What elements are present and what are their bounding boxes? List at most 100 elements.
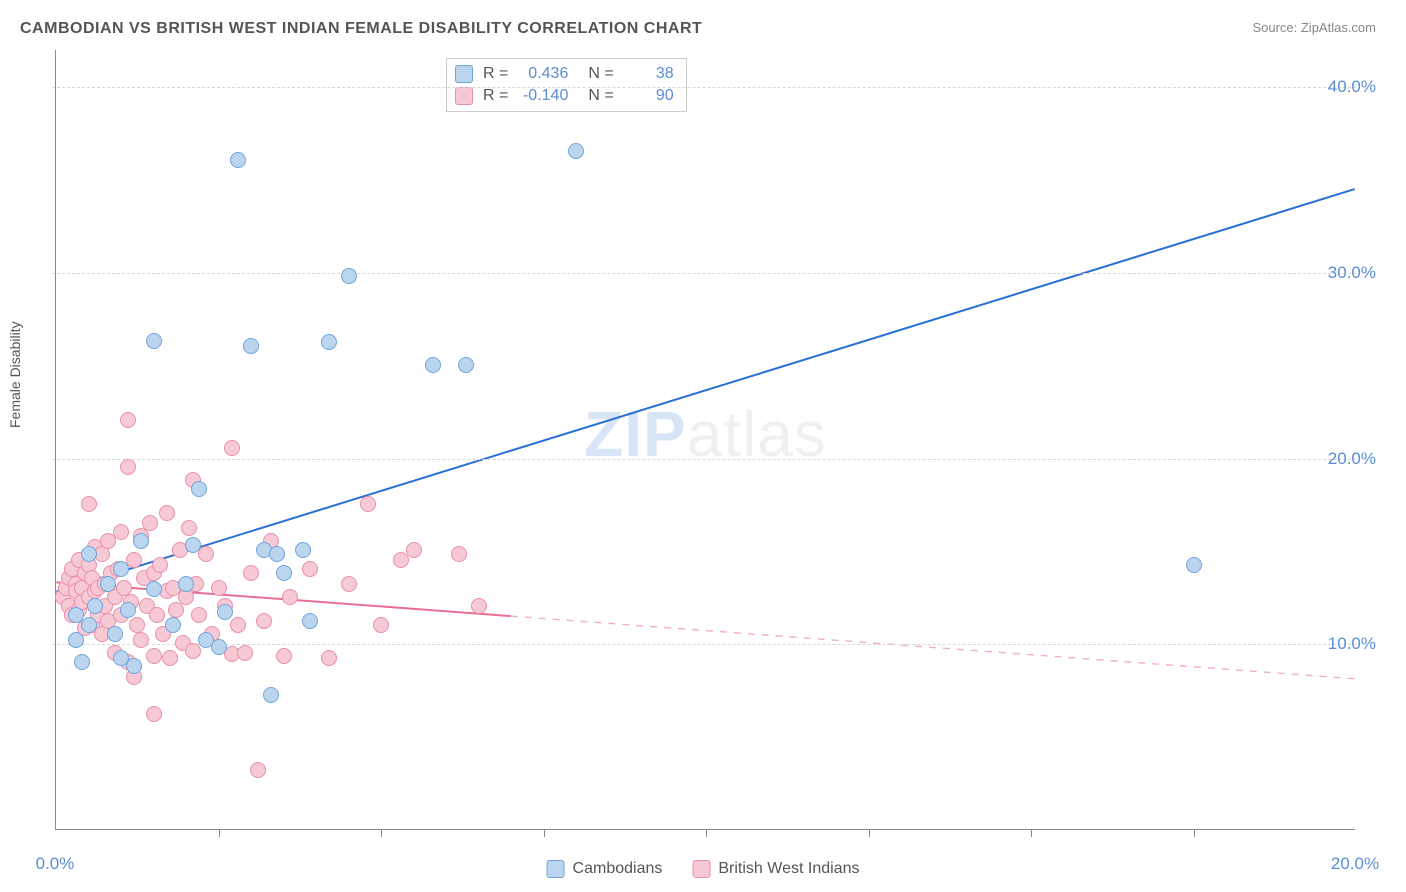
data-point-british_west_indians bbox=[321, 650, 337, 666]
data-point-british_west_indians bbox=[224, 440, 240, 456]
gridline-h bbox=[52, 273, 1356, 274]
data-point-british_west_indians bbox=[230, 617, 246, 633]
data-point-british_west_indians bbox=[406, 542, 422, 558]
data-point-british_west_indians bbox=[133, 632, 149, 648]
source-name: ZipAtlas.com bbox=[1301, 20, 1376, 35]
data-point-cambodians bbox=[87, 598, 103, 614]
swatch-cambodians bbox=[455, 65, 473, 83]
data-point-british_west_indians bbox=[471, 598, 487, 614]
data-point-british_west_indians bbox=[250, 762, 266, 778]
data-point-cambodians bbox=[295, 542, 311, 558]
x-minor-tick bbox=[706, 829, 707, 837]
data-point-british_west_indians bbox=[451, 546, 467, 562]
data-point-cambodians bbox=[1186, 557, 1202, 573]
data-point-british_west_indians bbox=[185, 643, 201, 659]
stats-row-cambodians: R = 0.436 N = 38 bbox=[455, 63, 674, 85]
x-minor-tick bbox=[1194, 829, 1195, 837]
data-point-british_west_indians bbox=[120, 459, 136, 475]
data-point-british_west_indians bbox=[282, 589, 298, 605]
data-point-british_west_indians bbox=[159, 505, 175, 521]
y-tick-label: 40.0% bbox=[1328, 77, 1376, 97]
plot-area: ZIPatlas R =0.436N =38R =-0.140N =90 bbox=[55, 50, 1355, 830]
x-minor-tick bbox=[869, 829, 870, 837]
n-label: N = bbox=[588, 85, 613, 107]
data-point-cambodians bbox=[81, 617, 97, 633]
x-minor-tick bbox=[1031, 829, 1032, 837]
n-label: N = bbox=[588, 63, 613, 85]
data-point-cambodians bbox=[113, 561, 129, 577]
data-point-cambodians bbox=[269, 546, 285, 562]
data-point-british_west_indians bbox=[243, 565, 259, 581]
n-value: 90 bbox=[624, 85, 674, 107]
data-point-cambodians bbox=[211, 639, 227, 655]
source-attribution: Source: ZipAtlas.com bbox=[1252, 20, 1376, 35]
data-point-british_west_indians bbox=[360, 496, 376, 512]
legend-label: Cambodians bbox=[573, 860, 663, 878]
x-minor-tick bbox=[544, 829, 545, 837]
stats-row-british_west_indians: R = -0.140 N = 90 bbox=[455, 85, 674, 107]
series-legend: Cambodians British West Indians bbox=[547, 860, 860, 878]
data-point-cambodians bbox=[126, 658, 142, 674]
data-point-cambodians bbox=[146, 333, 162, 349]
data-point-cambodians bbox=[100, 576, 116, 592]
data-point-british_west_indians bbox=[256, 613, 272, 629]
data-point-british_west_indians bbox=[373, 617, 389, 633]
data-point-british_west_indians bbox=[276, 648, 292, 664]
data-point-cambodians bbox=[302, 613, 318, 629]
r-value: -0.140 bbox=[518, 85, 568, 107]
data-point-british_west_indians bbox=[120, 412, 136, 428]
data-point-british_west_indians bbox=[198, 546, 214, 562]
gridline-h bbox=[52, 459, 1356, 460]
data-point-cambodians bbox=[107, 626, 123, 642]
x-minor-tick bbox=[381, 829, 382, 837]
x-tick-label: 20.0% bbox=[1331, 854, 1379, 874]
x-minor-tick bbox=[219, 829, 220, 837]
gridline-h bbox=[52, 87, 1356, 88]
data-point-cambodians bbox=[191, 481, 207, 497]
trend-solid-cambodians bbox=[56, 189, 1354, 591]
x-tick-label: 0.0% bbox=[36, 854, 75, 874]
data-point-cambodians bbox=[185, 537, 201, 553]
data-point-british_west_indians bbox=[162, 650, 178, 666]
data-point-british_west_indians bbox=[181, 520, 197, 536]
n-value: 38 bbox=[624, 63, 674, 85]
data-point-british_west_indians bbox=[302, 561, 318, 577]
r-label: R = bbox=[483, 63, 508, 85]
swatch-british_west_indians bbox=[455, 87, 473, 105]
y-axis-label: Female Disability bbox=[7, 321, 23, 428]
data-point-british_west_indians bbox=[211, 580, 227, 596]
r-value: 0.436 bbox=[518, 63, 568, 85]
data-point-cambodians bbox=[458, 357, 474, 373]
data-point-british_west_indians bbox=[113, 524, 129, 540]
legend-label: British West Indians bbox=[718, 860, 859, 878]
data-point-cambodians bbox=[230, 152, 246, 168]
r-label: R = bbox=[483, 85, 508, 107]
data-point-british_west_indians bbox=[146, 648, 162, 664]
data-point-cambodians bbox=[341, 268, 357, 284]
trend-lines bbox=[56, 50, 1355, 829]
data-point-british_west_indians bbox=[237, 645, 253, 661]
data-point-cambodians bbox=[81, 546, 97, 562]
stats-legend: R = 0.436 N = 38 R = -0.140 N = 90 bbox=[446, 58, 687, 112]
y-tick-label: 10.0% bbox=[1328, 634, 1376, 654]
data-point-british_west_indians bbox=[146, 706, 162, 722]
data-point-british_west_indians bbox=[116, 580, 132, 596]
data-point-cambodians bbox=[146, 581, 162, 597]
y-tick-label: 30.0% bbox=[1328, 263, 1376, 283]
source-prefix: Source: bbox=[1252, 20, 1300, 35]
trend-dashed-british_west_indians bbox=[511, 616, 1355, 679]
legend-swatch-cambodians bbox=[547, 860, 565, 878]
data-point-cambodians bbox=[276, 565, 292, 581]
data-point-cambodians bbox=[568, 143, 584, 159]
legend-item-cambodians: Cambodians bbox=[547, 860, 663, 878]
y-tick-label: 20.0% bbox=[1328, 449, 1376, 469]
data-point-cambodians bbox=[178, 576, 194, 592]
data-point-british_west_indians bbox=[81, 496, 97, 512]
data-point-cambodians bbox=[165, 617, 181, 633]
data-point-british_west_indians bbox=[341, 576, 357, 592]
data-point-british_west_indians bbox=[191, 607, 207, 623]
data-point-british_west_indians bbox=[129, 617, 145, 633]
legend-item-british_west_indians: British West Indians bbox=[692, 860, 859, 878]
data-point-cambodians bbox=[217, 604, 233, 620]
data-point-cambodians bbox=[321, 334, 337, 350]
